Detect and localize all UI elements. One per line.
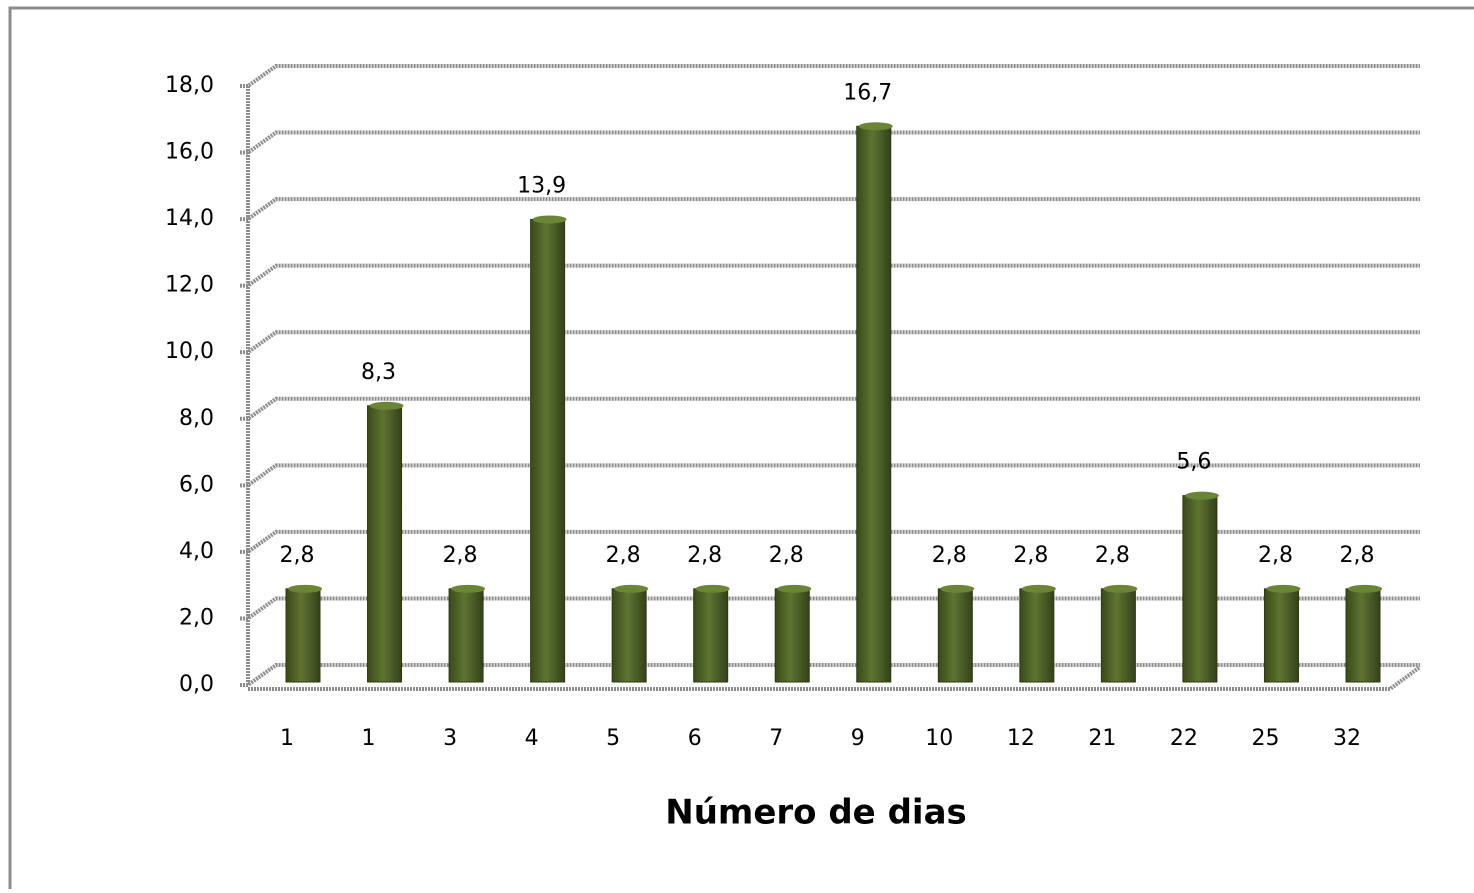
grid-line [240,197,1420,222]
grid-line [240,130,1420,155]
bar-top [1266,584,1301,593]
grid-line [240,663,1420,687]
value-label: 2,8 [687,543,722,568]
x-tick-label: 3 [443,726,457,751]
value-label: 2,8 [280,543,315,568]
y-tick-label: 2,0 [179,605,214,630]
bar-top [532,215,567,224]
x-tick-label: 21 [1088,726,1116,751]
x-axis [246,86,1422,691]
x-tick-label: 9 [851,726,865,751]
grid-line [240,330,1420,355]
grid-line [240,529,1420,554]
x-tick-label: 7 [769,726,783,751]
bar-top [858,122,893,131]
x-tick-label: 25 [1251,726,1279,751]
bar [774,588,810,683]
frame [8,6,1474,889]
bar [611,588,647,683]
bar [1019,588,1055,683]
bar-top [695,584,730,593]
x-axis-label: Número de dias [665,793,967,833]
y-tick-label: 0,0 [179,672,214,697]
bar-top [451,584,486,593]
x-tick-label: 1 [280,726,294,751]
bar [448,588,484,683]
x-tick-label: 12 [1007,726,1035,751]
bar-top [940,584,975,593]
x-tick-label: 6 [688,726,702,751]
bar [856,125,892,683]
bar [285,588,321,683]
value-label: 2,8 [769,543,804,568]
bar [530,218,566,683]
value-label: 2,8 [932,543,967,568]
bar [367,405,403,683]
value-label: 16,7 [843,80,892,105]
bar [1182,495,1218,683]
bar [1345,588,1381,683]
value-label: 2,8 [443,543,478,568]
grid-line [240,596,1420,621]
bar-top [614,584,649,593]
y-tick-label: 14,0 [165,206,214,231]
bar-top [1348,584,1382,593]
value-label: 2,8 [1095,543,1130,568]
value-label: 8,3 [361,360,396,385]
x-tick-label: 1 [362,726,376,751]
bar [693,588,729,683]
bar-top [777,584,812,593]
bar [937,588,973,683]
x-tick-label: 22 [1170,726,1198,751]
y-tick-label: 18,0 [165,73,214,98]
grid-line [240,396,1420,421]
value-label: 2,8 [1340,543,1375,568]
x-tick-label: 4 [525,726,539,751]
bar-top [288,584,322,593]
bar-top [1103,584,1138,593]
bar-top [1184,491,1219,500]
value-label: 13,9 [517,173,566,198]
y-tick-label: 10,0 [165,339,214,364]
value-label: 2,8 [1013,543,1048,568]
grid-line [240,463,1420,488]
bar-top [369,401,404,410]
y-tick-label: 6,0 [179,472,214,497]
y-tick-label: 4,0 [179,539,214,564]
bar [1263,588,1299,683]
x-tick-label: 10 [925,726,953,751]
y-tick-label: 12,0 [165,273,214,298]
x-tick-label: 32 [1333,726,1361,751]
value-label: 2,8 [1258,543,1293,568]
x-tick-label: 5 [606,726,620,751]
bar-top [1021,584,1056,593]
bar [1100,588,1136,683]
value-label: 2,8 [606,543,641,568]
y-tick-label: 8,0 [179,406,214,431]
value-label: 5,6 [1176,450,1211,475]
grid-line [240,263,1420,288]
y-tick-label: 16,0 [165,140,214,165]
grid-line [240,64,1420,88]
